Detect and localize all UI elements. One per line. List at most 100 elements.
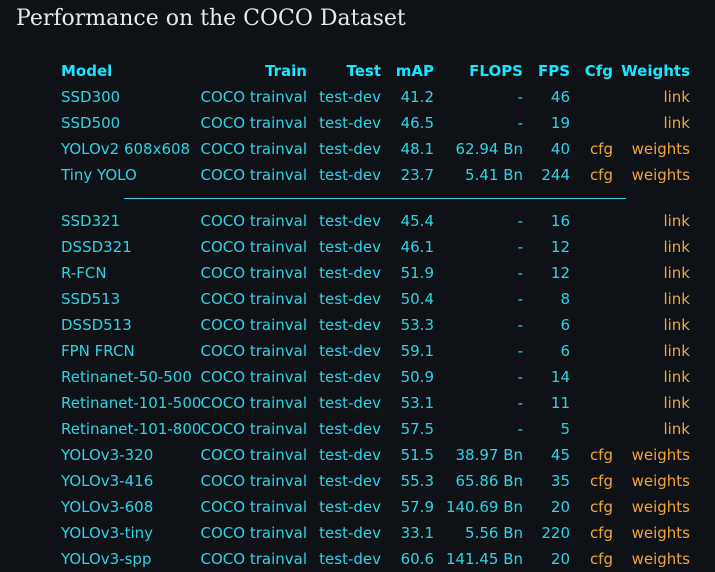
table-cell: 12 bbox=[550, 264, 570, 282]
table-cell: test-dev bbox=[319, 114, 381, 132]
table-cell: 53.3 bbox=[400, 316, 434, 334]
table-cell[interactable]: cfg bbox=[589, 550, 613, 568]
table-cell[interactable]: cfg bbox=[589, 472, 613, 490]
table-cell: test-dev bbox=[319, 446, 381, 464]
table-cell[interactable]: link bbox=[663, 394, 690, 412]
table-cell: 45 bbox=[550, 446, 570, 464]
table-cell: - bbox=[517, 114, 523, 132]
table-cell: test-dev bbox=[319, 264, 381, 282]
table-cell: 53.1 bbox=[400, 394, 434, 412]
table-cell: SSD321 bbox=[61, 212, 121, 230]
table-cell[interactable]: link bbox=[663, 114, 690, 132]
table-cell: test-dev bbox=[319, 368, 381, 386]
table-cell: test-dev bbox=[319, 394, 381, 412]
table-cell[interactable]: link bbox=[663, 238, 690, 256]
table-cell: 50.9 bbox=[400, 368, 434, 386]
table-cell: 38.97 Bn bbox=[455, 446, 523, 464]
table-cell[interactable]: weights bbox=[631, 472, 690, 490]
table-cell[interactable]: link bbox=[663, 88, 690, 106]
table-cell[interactable]: cfg bbox=[589, 140, 613, 158]
table-cell: COCO trainval bbox=[200, 264, 307, 282]
table-cell: - bbox=[517, 88, 523, 106]
table-cell: test-dev bbox=[319, 472, 381, 490]
table-cell: test-dev bbox=[319, 316, 381, 334]
table-cell: 46.5 bbox=[400, 114, 434, 132]
table-cell[interactable]: weights bbox=[631, 550, 690, 568]
table-cell: - bbox=[517, 368, 523, 386]
table-cell: COCO trainval bbox=[200, 114, 307, 132]
table-cell: - bbox=[517, 290, 523, 308]
table-cell: Tiny YOLO bbox=[61, 166, 137, 184]
table-cell: COCO trainval bbox=[200, 472, 307, 490]
table-cell: DSSD513 bbox=[61, 316, 132, 334]
table-cell: COCO trainval bbox=[200, 446, 307, 464]
table-cell[interactable]: link bbox=[663, 420, 690, 438]
table-cell: 57.5 bbox=[400, 420, 434, 438]
table-cell: YOLOv3-608 bbox=[61, 498, 154, 516]
table-cell[interactable]: link bbox=[663, 316, 690, 334]
table-cell: COCO trainval bbox=[200, 316, 307, 334]
table-cell: - bbox=[517, 394, 523, 412]
table-cell: 220 bbox=[541, 524, 570, 542]
table-cell[interactable]: weights bbox=[631, 166, 690, 184]
table-cell[interactable]: weights bbox=[631, 446, 690, 464]
table-cell[interactable]: link bbox=[663, 342, 690, 360]
table-cell[interactable]: cfg bbox=[589, 446, 613, 464]
header-cell: Model bbox=[61, 62, 113, 80]
header-cell: mAP bbox=[395, 62, 434, 80]
table-cell: Retinanet-101-500 bbox=[61, 394, 202, 412]
table-cell: - bbox=[517, 212, 523, 230]
table-cell: YOLOv3-spp bbox=[61, 550, 152, 568]
table-cell[interactable]: link bbox=[663, 264, 690, 282]
table-cell[interactable]: weights bbox=[631, 140, 690, 158]
table-cell: test-dev bbox=[319, 290, 381, 308]
table-cell: 46 bbox=[550, 88, 570, 106]
table-cell[interactable]: link bbox=[663, 212, 690, 230]
table-cell: test-dev bbox=[319, 420, 381, 438]
table-cell: test-dev bbox=[319, 212, 381, 230]
table-cell[interactable]: link bbox=[663, 290, 690, 308]
table-cell: 19 bbox=[550, 114, 570, 132]
table-cell: FPN FRCN bbox=[61, 342, 135, 360]
header-cell: Weights bbox=[621, 62, 690, 80]
table-cell: 41.2 bbox=[400, 88, 434, 106]
table-cell: 5.56 Bn bbox=[465, 524, 523, 542]
page-title: Performance on the COCO Dataset bbox=[16, 6, 406, 31]
table-cell: YOLOv3-416 bbox=[61, 472, 154, 490]
table-cell[interactable]: weights bbox=[631, 498, 690, 516]
table-cell: - bbox=[517, 342, 523, 360]
table-cell[interactable]: cfg bbox=[589, 498, 613, 516]
table-cell: 51.9 bbox=[400, 264, 434, 282]
table-cell: COCO trainval bbox=[200, 342, 307, 360]
table-cell[interactable]: cfg bbox=[589, 524, 613, 542]
table-cell: - bbox=[517, 264, 523, 282]
table-cell: 20 bbox=[550, 550, 570, 568]
table-cell: YOLOv3-320 bbox=[61, 446, 154, 464]
table-cell: COCO trainval bbox=[200, 420, 307, 438]
separator bbox=[124, 198, 626, 199]
table-cell: 23.7 bbox=[400, 166, 434, 184]
table-cell: COCO trainval bbox=[200, 368, 307, 386]
table-cell[interactable]: cfg bbox=[589, 166, 613, 184]
table-cell: COCO trainval bbox=[200, 290, 307, 308]
table-cell: Retinanet-50-500 bbox=[61, 368, 192, 386]
table-cell: Retinanet-101-800 bbox=[61, 420, 202, 438]
table-cell: 35 bbox=[550, 472, 570, 490]
table-cell: 48.1 bbox=[400, 140, 434, 158]
table-cell: COCO trainval bbox=[200, 394, 307, 412]
table-cell: COCO trainval bbox=[200, 238, 307, 256]
table-cell: 62.94 Bn bbox=[455, 140, 523, 158]
table-cell[interactable]: link bbox=[663, 368, 690, 386]
table-cell: - bbox=[517, 316, 523, 334]
table-cell: test-dev bbox=[319, 166, 381, 184]
table-cell: 140.69 Bn bbox=[445, 498, 523, 516]
table-cell: 5 bbox=[560, 420, 570, 438]
table-cell[interactable]: weights bbox=[631, 524, 690, 542]
header-cell: FLOPS bbox=[469, 62, 523, 80]
header-cell: Train bbox=[265, 62, 307, 80]
table-cell: 33.1 bbox=[400, 524, 434, 542]
table-cell: test-dev bbox=[319, 524, 381, 542]
table-cell: 45.4 bbox=[400, 212, 434, 230]
table-cell: test-dev bbox=[319, 498, 381, 516]
